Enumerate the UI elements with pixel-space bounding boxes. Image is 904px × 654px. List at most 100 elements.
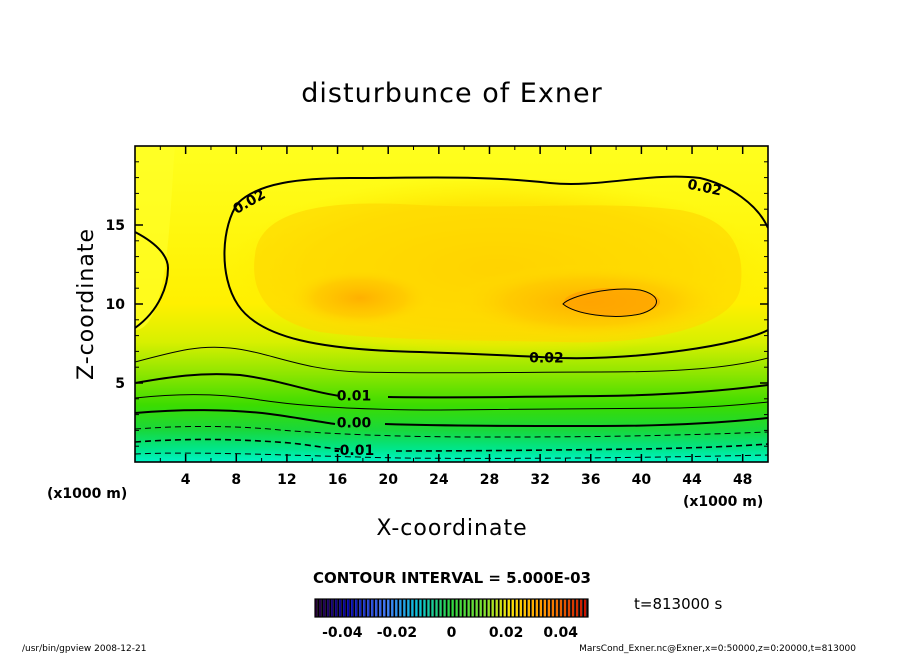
- colorbar-cell: [379, 599, 382, 617]
- colorbar: [314, 598, 589, 618]
- colorbar-cell: [507, 599, 510, 617]
- colorbar-cell: [567, 599, 571, 617]
- colorbar-cell: [475, 599, 478, 617]
- colorbar-cell-gap: [489, 599, 492, 617]
- y-axis-label: Z-coordinate: [74, 228, 99, 380]
- colorbar-cell-gap: [381, 599, 384, 617]
- colorbar-cell: [431, 599, 434, 617]
- contour-minus-0.01: [135, 438, 768, 452]
- colorbar-cell: [443, 599, 446, 617]
- x-tick-label: 48: [733, 472, 752, 488]
- colorbar-cell-gap: [570, 599, 572, 617]
- colorbar-cell-gap: [425, 599, 428, 617]
- x-tick-label: 32: [530, 472, 549, 488]
- colorbar-cell-gap: [365, 599, 368, 617]
- colorbar-cell-gap: [493, 599, 496, 617]
- colorbar-cell: [575, 599, 579, 617]
- colorbar-cell-gap: [321, 599, 324, 617]
- colorbar-cell: [503, 599, 506, 617]
- colorbar-cell: [579, 599, 583, 617]
- colorbar-cell: [479, 599, 482, 617]
- contour-label: -0.01: [334, 443, 374, 459]
- x-units-right: (x1000 m): [683, 494, 763, 510]
- contour-label: 0.02: [529, 351, 564, 367]
- colorbar-cell-gap: [509, 599, 512, 617]
- colorbar-cell: [563, 599, 567, 617]
- colorbar-cell-gap: [562, 599, 564, 617]
- colorbar-cell: [427, 599, 430, 617]
- colorbar-cell: [371, 599, 374, 617]
- colorbar-cell-gap: [513, 599, 516, 617]
- colorbar-cell: [495, 599, 498, 617]
- x-tick-label: 20: [378, 472, 398, 488]
- colorbar-cell: [547, 599, 551, 617]
- colorbar-cell-gap: [357, 599, 360, 617]
- x-tick-label: 8: [231, 472, 241, 488]
- x-units-left: (x1000 m): [47, 486, 127, 502]
- colorbar-cell-gap: [505, 599, 508, 617]
- colorbar-cell: [323, 599, 326, 617]
- colorbar-cell: [315, 599, 318, 617]
- colorbar-cell: [535, 599, 539, 617]
- colorbar-cell-gap: [325, 599, 328, 617]
- colorbar-cell-gap: [397, 599, 400, 617]
- colorbar-cell-gap: [574, 599, 576, 617]
- colorbar-tick-label: 0: [447, 625, 457, 641]
- colorbar-cell-gap: [353, 599, 356, 617]
- colorbar-cell: [419, 599, 422, 617]
- colorbar-cell: [487, 599, 490, 617]
- contour-0.02-arc: [223, 202, 768, 360]
- colorbar-cell: [319, 599, 322, 617]
- colorbar-cell: [543, 599, 547, 617]
- colorbar-cell-gap: [441, 599, 444, 617]
- colorbar-cell: [359, 599, 362, 617]
- colorbar-cell-gap: [329, 599, 332, 617]
- colorbar-cell: [583, 599, 587, 617]
- colorbar-cell-gap: [385, 599, 388, 617]
- colorbar-cell-gap: [369, 599, 372, 617]
- colorbar-cell-gap: [457, 599, 460, 617]
- colorbar-cell-gap: [578, 599, 580, 617]
- x-tick-label: 36: [581, 472, 600, 488]
- colorbar-cell-gap: [465, 599, 468, 617]
- colorbar-cell: [383, 599, 386, 617]
- contour-0.015: [135, 346, 768, 374]
- colorbar-cell-gap: [389, 599, 392, 617]
- colorbar-cell-gap: [517, 599, 520, 617]
- colorbar-cell-gap: [337, 599, 340, 617]
- colorbar-cell: [423, 599, 426, 617]
- colorbar-tick-label: -0.02: [377, 625, 417, 641]
- y-tick-label: 5: [115, 376, 125, 392]
- colorbar-cell-gap: [521, 599, 524, 617]
- colorbar-cell-gap: [421, 599, 424, 617]
- contour-interval: CONTOUR INTERVAL = 5.000E-03: [313, 569, 591, 587]
- colorbar-tick-label: 0.04: [543, 625, 578, 641]
- colorbar-cell: [459, 599, 462, 617]
- contour-minus-0.015: [135, 452, 768, 459]
- colorbar-cell-gap: [433, 599, 436, 617]
- chart-title: disturbunce of Exner: [301, 78, 602, 109]
- colorbar-cell: [463, 599, 466, 617]
- x-axis-label: X-coordinate: [376, 516, 527, 541]
- colorbar-cell-gap: [345, 599, 348, 617]
- field-orange-core: [564, 288, 660, 316]
- colorbar-cell-gap: [485, 599, 488, 617]
- negative-contours: [135, 425, 768, 459]
- colorbar-cell: [387, 599, 390, 617]
- colorbar-cell-gap: [481, 599, 484, 617]
- colorbar-cell-gap: [501, 599, 504, 617]
- contour-minus-0.005: [135, 425, 768, 438]
- colorbar-cell: [347, 599, 350, 617]
- colorbar-cell-gap: [377, 599, 380, 617]
- colorbar-cell-gap: [582, 599, 584, 617]
- colorbar-cell: [343, 599, 346, 617]
- colorbar-cell: [451, 599, 454, 617]
- contour-label: 0.00: [337, 416, 372, 432]
- colorbar-cell: [527, 599, 530, 617]
- time-label: t=813000 s: [634, 595, 722, 613]
- colorbar-cell: [447, 599, 450, 617]
- colorbar-cell: [551, 599, 555, 617]
- colorbar-cell-gap: [349, 599, 352, 617]
- colorbar-cell: [367, 599, 370, 617]
